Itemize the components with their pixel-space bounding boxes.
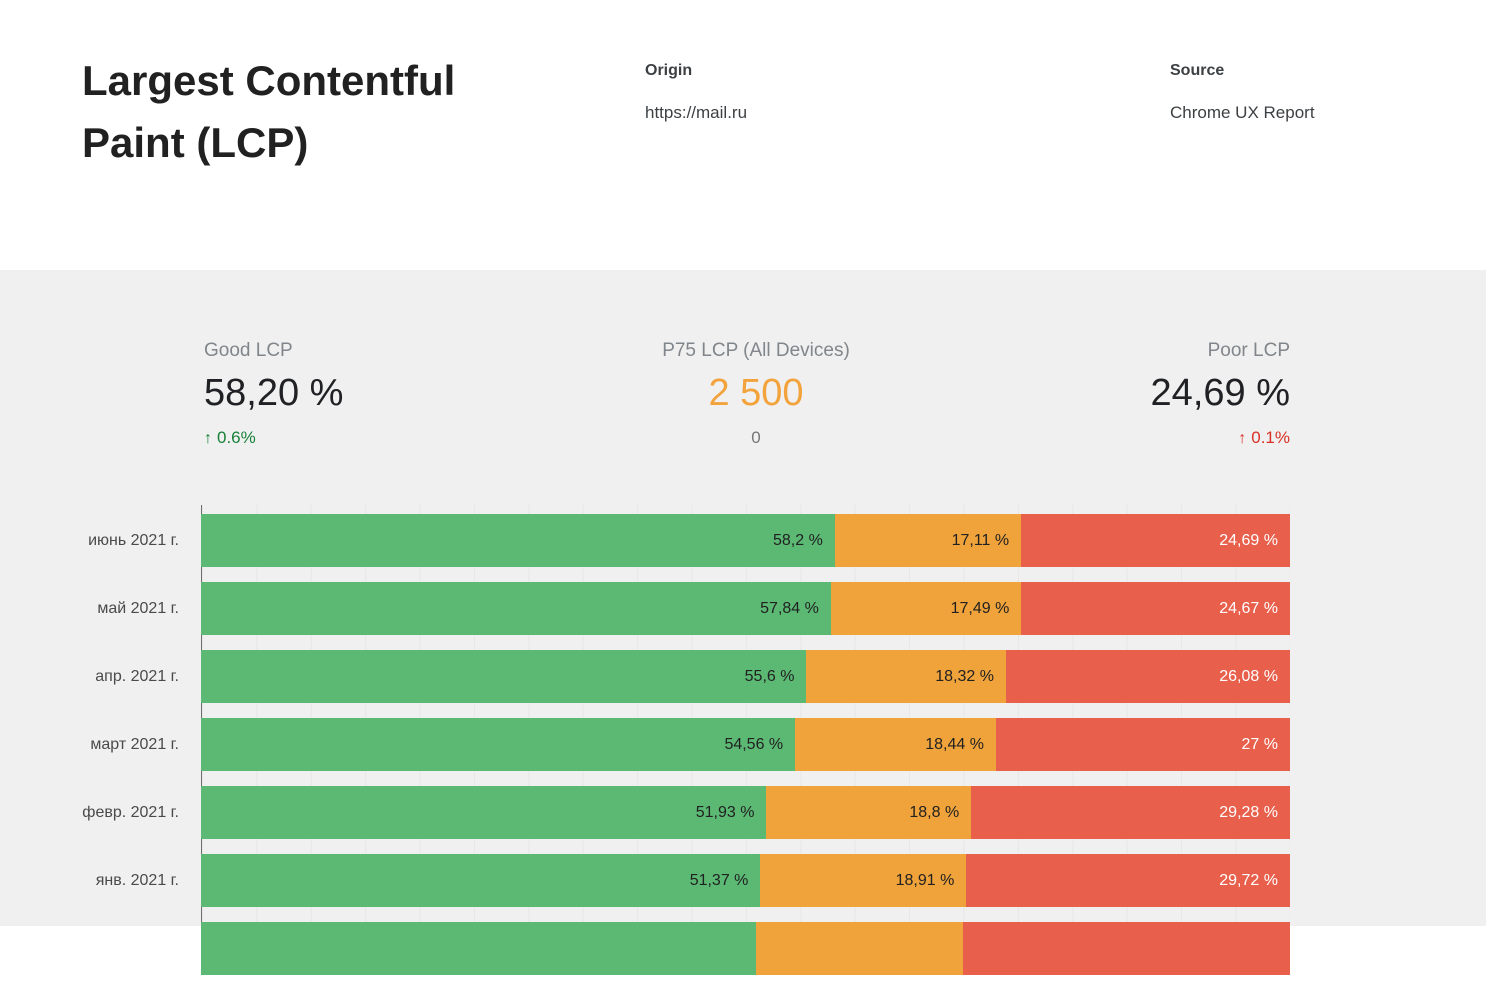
arrow-up-icon: ↑ [204,430,212,447]
bar-segment-good[interactable]: 51,37 % [201,854,761,907]
bar-segment-needs-improvement[interactable] [756,922,964,975]
bar-segment-good[interactable]: 55,6 % [201,650,807,703]
bar-value-label: 27 % [1241,735,1278,753]
bar-value-label: 24,67 % [1219,599,1278,617]
bar-segment-poor[interactable]: 27 % [995,718,1290,771]
report-header: Largest Contentful Paint (LCP) Origin ht… [0,0,1486,270]
stacked-bar: 55,6 % 18,32 % 26,08 % [201,650,1290,703]
bar-segment-needs-improvement[interactable]: 17,49 % [830,582,1022,635]
kpi-good-delta-value: 0.6% [217,428,256,447]
bar-segment-poor[interactable]: 29,28 % [971,786,1290,839]
source-block: Source Chrome UX Report [1170,62,1315,123]
bar-value-label: 29,28 % [1219,803,1278,821]
bar-segment-needs-improvement[interactable]: 18,44 % [795,718,996,771]
bar-segment-poor[interactable] [963,922,1290,975]
bar-value-label: 57,84 % [760,599,819,617]
bar-value-label: 55,6 % [744,667,795,685]
source-value: Chrome UX Report [1170,103,1315,122]
bar-segment-needs-improvement[interactable]: 17,11 % [834,514,1022,567]
bar-value-label: 24,69 % [1219,531,1278,549]
bar-segment-poor[interactable]: 29,72 % [966,854,1290,907]
bar-value-label: 18,44 % [925,735,984,753]
origin-label: Origin [645,62,693,79]
source-label: Source [1170,62,1225,79]
chart-row: июнь 2021 г. 58,2 % 17,11 % 24,69 % [0,514,1486,567]
chart-rows: июнь 2021 г. 58,2 % 17,11 % 24,69 % май 2021… [0,514,1486,990]
bar-segment-good[interactable]: 54,56 % [201,718,796,771]
category-label: июнь 2021 г. [88,531,179,549]
bar-segment-good[interactable] [201,922,757,975]
origin-value: https://mail.ru [645,103,748,122]
category-label: март 2021 г. [90,735,179,753]
bar-value-label: 58,2 % [772,531,823,549]
kpi-p75-value: 2 500 [708,372,804,414]
chart-row: апр. 2021 г. 55,6 % 18,32 % 26,08 % [0,650,1486,703]
stacked-bar: 51,93 % 18,8 % 29,28 % [201,786,1290,839]
bar-segment-needs-improvement[interactable]: 18,91 % [760,854,967,907]
chart-row: март 2021 г. 54,56 % 18,44 % 27 % [0,718,1486,771]
bar-segment-good[interactable]: 51,93 % [201,786,767,839]
kpi-poor-value: 24,69 % [1150,372,1290,414]
bar-segment-needs-improvement[interactable]: 18,8 % [766,786,972,839]
kpi-poor-delta-value: 0.1% [1251,428,1290,447]
chart-row: февр. 2021 г. 51,93 % 18,8 % 29,28 % [0,786,1486,839]
kpi-p75-lcp: P75 LCP (All Devices) 2 500 0 [662,340,850,448]
kpi-good-delta: ↑ 0.6% [204,428,343,448]
bar-value-label: 54,56 % [724,735,784,753]
kpi-good-lcp: Good LCP 58,20 % ↑ 0.6% [204,340,343,448]
bar-value-label: 29,72 % [1219,871,1278,889]
stacked-bar: 51,37 % 18,91 % 29,72 % [201,854,1290,907]
category-label: май 2021 г. [97,599,179,617]
bar-segment-poor[interactable]: 26,08 % [1005,650,1290,703]
bar-value-label: 17,49 % [950,599,1010,617]
bar-segment-good[interactable]: 58,2 % [201,514,835,567]
report-title: Largest Contentful Paint (LCP) [82,57,456,167]
stacked-bar: 57,84 % 17,49 % 24,67 % [201,582,1290,635]
chart-row-partial [0,922,1486,975]
stacked-bar: 54,56 % 18,44 % 27 % [201,718,1290,771]
bar-segment-good[interactable]: 57,84 % [201,582,831,635]
bar-value-label: 18,8 % [909,803,960,821]
kpi-poor-lcp: Poor LCP 24,69 % ↑ 0.1% [1151,340,1290,448]
lcp-stacked-bar-chart: июнь 2021 г. 58,2 % 17,11 % 24,69 % май 2021… [0,505,1486,975]
category-label: янв. 2021 г. [95,871,179,889]
kpi-poor-label: Poor LCP [1207,340,1290,361]
bar-value-label: 17,11 % [951,531,1010,549]
arrow-up-icon: ↑ [1238,430,1247,447]
bar-segment-poor[interactable]: 24,67 % [1021,582,1290,635]
kpi-p75-label: P75 LCP (All Devices) [662,340,850,361]
kpi-good-label: Good LCP [204,340,293,361]
kpi-good-value: 58,20 % [204,372,344,414]
category-label: апр. 2021 г. [95,667,179,685]
bar-value-label: 51,37 % [689,871,749,889]
stacked-bar [201,922,1290,975]
category-label: февр. 2021 г. [82,803,179,821]
kpi-p75-baseline: 0 [751,428,761,447]
stacked-bar: 58,2 % 17,11 % 24,69 % [201,514,1290,567]
origin-block: Origin https://mail.ru [645,62,747,123]
chart-row: янв. 2021 г. 51,37 % 18,91 % 29,72 % [0,854,1486,907]
kpi-row: Good LCP 58,20 % ↑ 0.6% P75 LCP (All Devi… [0,270,1486,505]
bar-value-label: 26,08 % [1219,667,1278,685]
chart-row: май 2021 г. 57,84 % 17,49 % 24,67 % [0,582,1486,635]
bar-value-label: 18,91 % [895,871,955,889]
bar-segment-poor[interactable]: 24,69 % [1021,514,1290,567]
report-body: Good LCP 58,20 % ↑ 0.6% P75 LCP (All Devi… [0,270,1486,975]
bar-value-label: 51,93 % [695,803,755,821]
bar-value-label: 18,32 % [935,667,994,685]
kpi-poor-delta: ↑ 0.1% [1151,428,1290,448]
bar-segment-needs-improvement[interactable]: 18,32 % [806,650,1006,703]
